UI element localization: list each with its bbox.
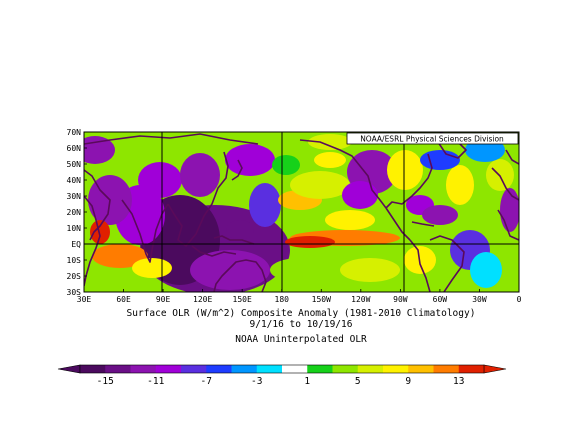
longitude-label: 180 (275, 295, 290, 304)
colorbar-swatch (282, 365, 308, 373)
anomaly-map: NOAA/ESRL Physical Sciences Division (83, 131, 520, 293)
source-label-box (346, 132, 519, 145)
colorbar-swatch (256, 365, 283, 373)
colorbar-tick-label: -7 (201, 376, 212, 387)
colorbar (57, 364, 507, 374)
latitude-label: EQ (71, 240, 81, 249)
longitude-label: 120W (351, 295, 370, 304)
colorbar-tick-label: -11 (147, 376, 164, 387)
latitude-label: 70N (67, 128, 82, 137)
longitude-label: 150E (233, 295, 252, 304)
colorbar-high-arrow (483, 364, 507, 374)
latitude-label: 30N (67, 192, 82, 201)
latitude-label: 20N (67, 208, 82, 217)
source-label: NOAA/ESRL Physical Sciences Division (360, 135, 504, 144)
colorbar-tick-label: 13 (453, 376, 464, 387)
colorbar-swatch (433, 365, 460, 373)
colorbar-tick-label: -3 (251, 376, 262, 387)
colorbar-swatch (130, 365, 157, 373)
colorbar-swatch (80, 365, 106, 373)
longitude-label: 90E (156, 295, 171, 304)
caption-dates: 9/1/16 to 10/19/16 (250, 319, 353, 330)
latitude-label: 20S (67, 272, 82, 281)
longitude-labels: 30E 60E 90E 120E 150E 180 150W 120W 90W 60W 30W 0 (77, 289, 522, 304)
colorbar-tick-label: 9 (405, 376, 411, 387)
colorbar-swatch (408, 365, 434, 373)
colorbar-swatch (181, 365, 207, 373)
longitude-label: 30E (77, 295, 92, 304)
colorbar-tick-labels: -15 -11 -7 -3 1 5 9 13 (97, 376, 465, 387)
colorbar-swatch (332, 365, 359, 373)
longitude-label: 120E (193, 295, 212, 304)
longitude-label: 150W (312, 295, 331, 304)
coastlines (84, 132, 519, 292)
colorbar-tick-label: 1 (304, 376, 310, 387)
latitude-labels: 70N 60N 50N 40N 30N 20N 10N EQ 10S 20S 30S (67, 128, 87, 297)
map-gridlines (84, 132, 519, 292)
colorbar-swatch (307, 365, 333, 373)
colorbar-tick-label: 5 (355, 376, 361, 387)
colorbar-swatch (458, 365, 485, 373)
latitude-label: 30S (67, 288, 82, 297)
colorbar-swatch (231, 365, 258, 373)
latitude-label: 10N (67, 224, 82, 233)
colorbar-swatch (155, 365, 182, 373)
longitude-label: 60E (116, 295, 131, 304)
colorbar-frame (79, 364, 485, 374)
colorbar-swatch (206, 365, 232, 373)
colorbar-swatch (105, 365, 131, 373)
latitude-label: 10S (67, 256, 82, 265)
colorbar-low-arrow (57, 364, 81, 374)
colorbar-tick-label: -15 (97, 376, 114, 387)
latitude-label: 60N (67, 144, 82, 153)
caption-source: NOAA Uninterpolated OLR (235, 334, 367, 345)
colorbar-swatch (357, 365, 384, 373)
colorbar-swatch (383, 365, 409, 373)
latitude-label: 50N (67, 160, 82, 169)
longitude-label: 90W (393, 295, 408, 304)
longitude-label: 0 (517, 295, 522, 304)
longitude-label: 60W (433, 295, 448, 304)
caption-title: Surface OLR (W/m^2) Composite Anomaly (1… (127, 308, 476, 319)
latitude-label: 40N (67, 176, 82, 185)
longitude-label: 30W (472, 295, 487, 304)
